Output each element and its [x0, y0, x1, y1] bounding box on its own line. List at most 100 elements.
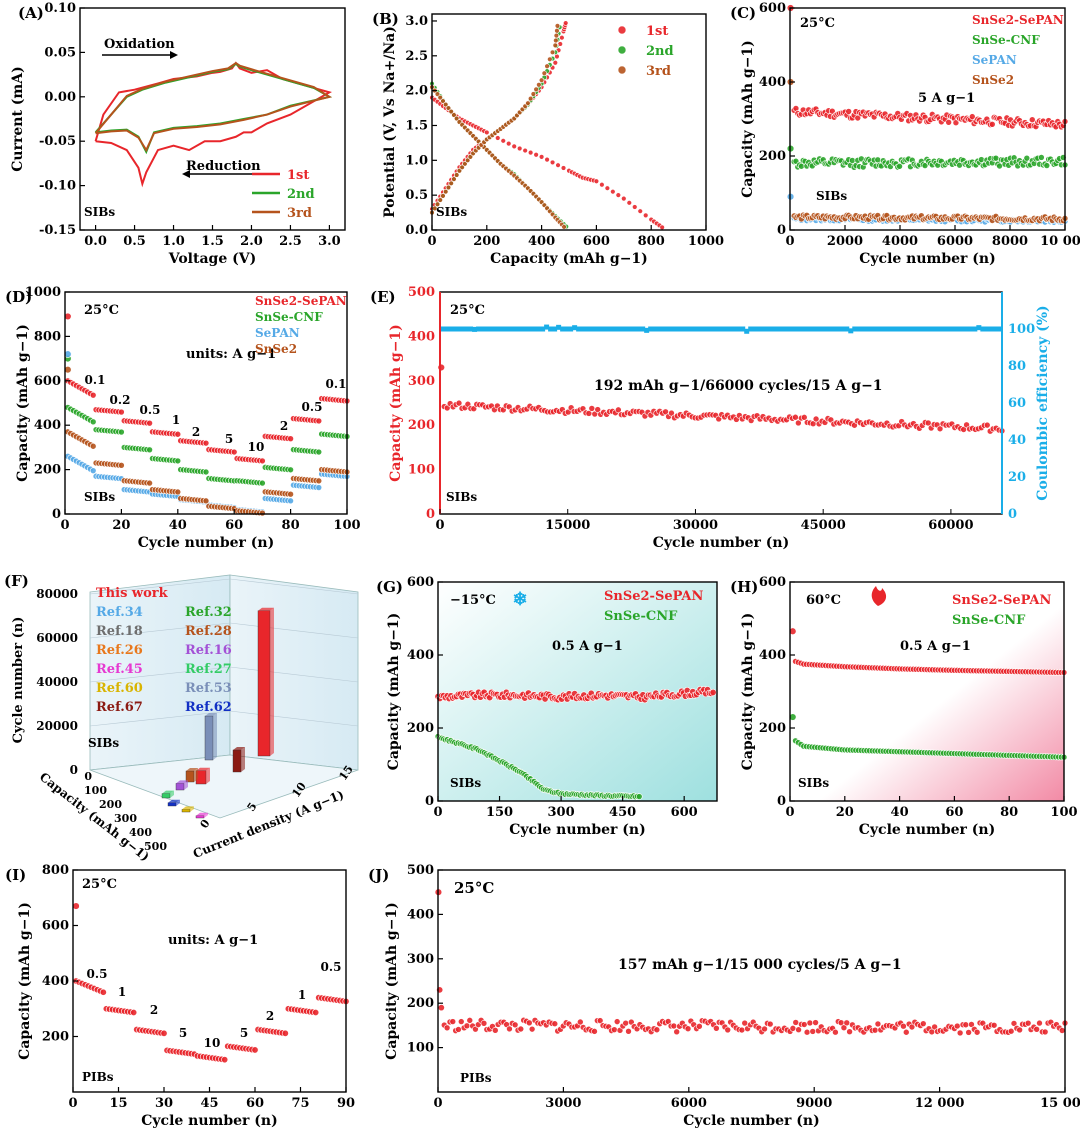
ce-point [636, 326, 642, 332]
legend-label: SnSe2-SePAN [972, 13, 1064, 27]
gcd-point [500, 138, 506, 144]
y-axis-title: Capacity (mAh g−1) [740, 613, 756, 771]
x-tick-label: 0.5 [123, 234, 146, 249]
x-tick-label: 12 000 [915, 1096, 965, 1111]
x-tick-label: 0 [433, 1096, 442, 1111]
y-tick-label: 200 [34, 463, 61, 478]
y-tick-label: 1000 [25, 285, 61, 300]
plot-frame [437, 581, 718, 802]
rate-label: 0.5 A g−1 [552, 639, 623, 654]
cycle-point [988, 121, 996, 128]
capacity-point [696, 1023, 703, 1030]
plot-frame [437, 869, 1066, 1093]
capacity-point [622, 1019, 629, 1027]
summary-label: 192 mAh g−1/66000 cycles/15 A g−1 [594, 378, 883, 394]
pibs-label: PIBs [460, 1071, 492, 1085]
ce-point [888, 326, 894, 332]
ce-point [632, 326, 638, 332]
ce-point [724, 326, 730, 332]
cycle-point [945, 118, 952, 126]
ce-point [900, 326, 906, 332]
bar-side [241, 747, 245, 772]
rate-step-label: 2 [192, 425, 200, 439]
x-axis-title: Cycle number (n) [653, 535, 789, 551]
capacity-point [956, 1029, 964, 1037]
y-tick-label: 1.5 [405, 118, 428, 133]
gcd-point [459, 164, 465, 170]
snowflake-icon: ❄ [512, 589, 527, 610]
gcd-point [599, 182, 605, 188]
legend-marker [617, 65, 627, 75]
ce-point [876, 326, 882, 332]
y2-axis-title: Coulombic efficiency (%) [1035, 305, 1051, 500]
gcd-point [637, 208, 643, 214]
gcd-point [549, 49, 556, 56]
cycle-point [996, 162, 1003, 170]
ce-point [556, 324, 562, 330]
gcd-point [533, 86, 539, 93]
gcd-point [538, 154, 545, 160]
ce-point [564, 326, 570, 332]
rate-point [146, 446, 153, 454]
y-tick-label: 500 [407, 863, 434, 878]
ce-point [628, 326, 634, 332]
x-tick-label: 4000 [882, 234, 918, 249]
ce-point [808, 326, 814, 332]
ce-point [644, 327, 650, 333]
capacity-point [741, 1019, 749, 1027]
cycle-point [874, 156, 882, 164]
rate-step-label: 0.5 [87, 967, 108, 981]
capacity-point [615, 406, 622, 414]
ce-point [936, 326, 942, 332]
x-tick-label: 80 [1000, 805, 1018, 820]
ce-point [904, 326, 910, 332]
gcd-point [643, 212, 649, 219]
ce-point [588, 326, 594, 332]
x-tick-label: 400 [528, 234, 555, 249]
plot-frame [64, 291, 348, 515]
flame-icon [871, 586, 887, 606]
legend-label: This work [96, 586, 169, 601]
y-tick-label: 800 [42, 863, 69, 878]
ce-point [536, 326, 542, 332]
y-tick-label: 0 [84, 770, 92, 783]
sibs-label: SIBs [446, 490, 477, 504]
ce-point [932, 326, 938, 332]
ce-point [664, 326, 670, 332]
panel-label: (G) [376, 578, 403, 596]
gcd-point [659, 224, 665, 231]
gcd-point [453, 115, 460, 122]
y-tick-label: 600 [34, 374, 61, 389]
ce-point [452, 326, 458, 332]
x-tick-label: 2.5 [279, 234, 302, 249]
x-tick-label: 75 [291, 1096, 309, 1111]
ce-point [844, 326, 850, 332]
gcd-point [437, 94, 443, 101]
capacity-point [812, 415, 820, 423]
ce-point [912, 326, 918, 332]
y-tick-label: 0.0 [405, 223, 428, 238]
ce-point [896, 326, 902, 332]
legend-label: SnSe-CNF [255, 310, 323, 324]
capacity-point [625, 1028, 632, 1035]
ce-point [512, 326, 518, 332]
ce-point [496, 326, 502, 332]
capacity-point [596, 1017, 604, 1024]
temperature-label: 25°C [82, 877, 117, 892]
capacity-point [506, 1025, 513, 1033]
ce-point [984, 326, 990, 332]
ce-point [600, 326, 606, 332]
rate-point [89, 442, 97, 450]
grid-line [229, 578, 359, 595]
bar-side [170, 790, 174, 798]
y-tick-label: 800 [34, 329, 61, 344]
gcd-point [610, 188, 616, 195]
ce-point [508, 326, 514, 332]
y-tick-label: 300 [407, 952, 434, 967]
z-axis-title: Cycle number (n) [11, 617, 26, 744]
rate-point [281, 1029, 289, 1037]
ce-point [788, 326, 794, 332]
legend-label: Ref.67 [96, 700, 143, 715]
legend-label: 1st [287, 168, 309, 183]
x-tick-label: 600 [583, 234, 610, 249]
